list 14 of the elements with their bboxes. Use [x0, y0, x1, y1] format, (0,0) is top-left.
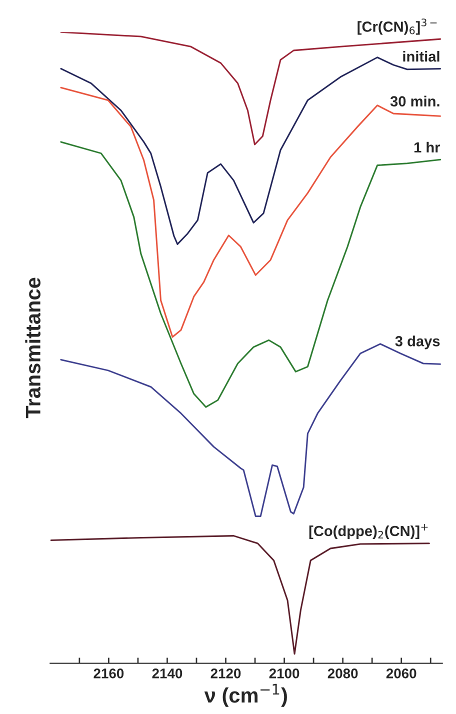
x-tick-label: 2080 [328, 668, 358, 678]
series-label: [Cr(CN)$_{6}$]$^{3−}$ [358, 18, 437, 35]
series-label: 1 hr [414, 142, 440, 152]
x-tick-label: 2060 [386, 668, 416, 678]
y-axis-title: Transmittance [25, 278, 40, 418]
series-label: 3 days [395, 336, 440, 350]
x-tick-label: 2140 [152, 668, 182, 678]
series-label: initial [403, 50, 440, 62]
x-tick-label: 2100 [269, 668, 300, 678]
x-tick-label: 2160 [94, 668, 124, 678]
series-label: 30 min. [390, 96, 440, 107]
x-axis-title: ν (cm$^{−1}$) [204, 684, 287, 707]
series-label: [Co(dppe)$_{2}$(CN)]$^{+}$ [309, 524, 428, 540]
x-tick-label: 2120 [210, 668, 241, 678]
